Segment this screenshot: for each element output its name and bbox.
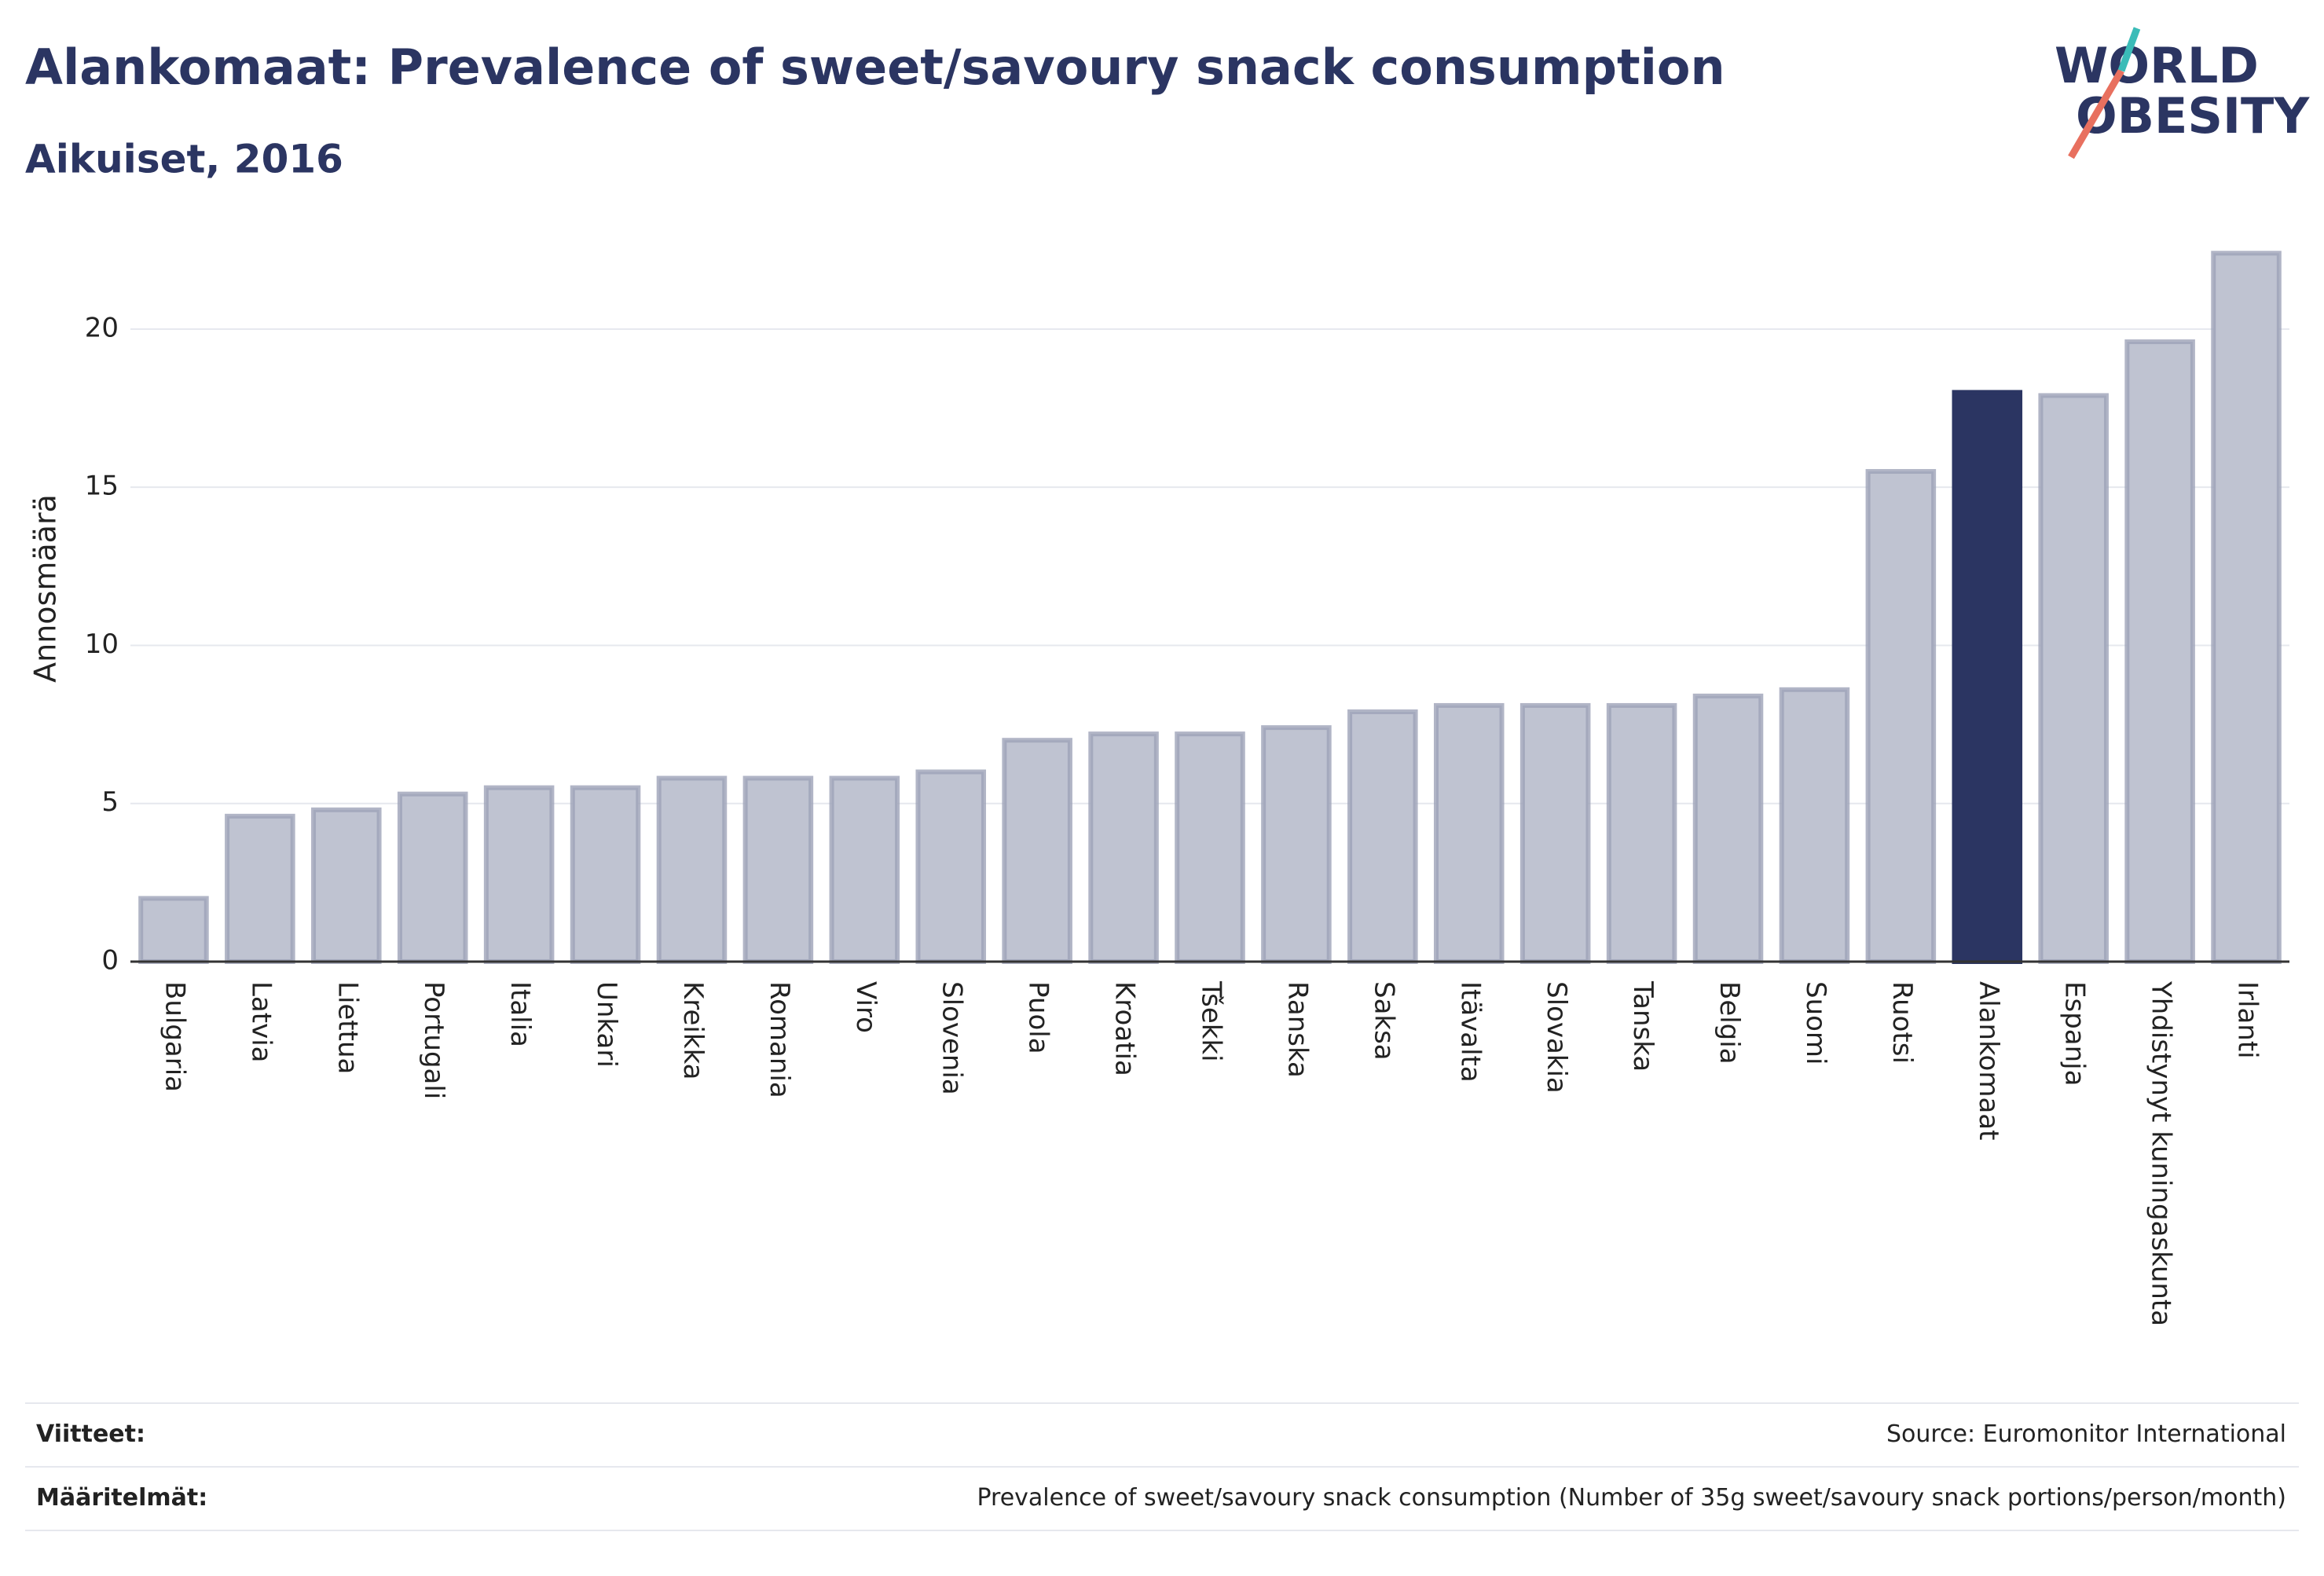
bar [1952,390,2023,965]
bar [829,775,900,965]
bar [915,769,987,964]
bar [397,791,468,964]
bar [656,775,728,965]
x-tick-label: Italia [504,981,536,1047]
footer-text: Source: Euromonitor International [1886,1420,2286,1448]
y-tick-label: 10 [85,629,119,660]
x-tick-label: Romania [764,981,795,1098]
logo-text: OBESITY [2076,87,2310,145]
bar [1519,702,1591,964]
y-tick-label: 0 [101,945,119,977]
bar [1606,702,1677,964]
bar [2038,393,2109,964]
bar [2211,251,2282,965]
bar [225,813,295,965]
x-tick-label: Unkari [591,981,622,1068]
x-tick-label: Yhdistynyt kuningaskunta [2146,980,2177,1326]
x-tick-label: Saksa [1368,981,1399,1061]
x-tick-label: Ruotsi [1886,981,1918,1064]
bar [1347,709,1418,964]
y-tick-label: 20 [85,312,119,343]
bar [1261,725,1332,965]
y-axis-label: Annosmäärä [28,494,63,683]
x-tick-label: Tanska [1627,980,1659,1072]
bar [1002,738,1072,964]
bar [1865,469,1937,964]
x-tick-label: Espanja [2059,981,2091,1086]
x-tick-label: Kreikka [677,981,709,1080]
x-tick-label: Portugali [418,981,449,1099]
x-tick-label: Bulgaria [159,981,190,1092]
logo-text: WORLD [2055,37,2259,94]
bar [138,896,209,965]
bar [1175,731,1245,964]
bar [1433,702,1505,964]
x-tick-label: Alankomaat [1973,981,2004,1141]
x-tick-label: Kroatia [1109,981,1141,1076]
x-tick-label: Itävalta [1454,981,1486,1083]
x-tick-label: Puola [1023,981,1054,1054]
bar [570,785,641,965]
bar [1779,687,1850,964]
x-tick-label: Suomi [1800,981,1831,1065]
bar [311,807,382,964]
bar [1088,731,1159,964]
x-tick-label: Irlanti [2232,981,2264,1059]
footer-text: Prevalence of sweet/savoury snack consum… [977,1484,2286,1512]
logo-slash [2068,68,2124,159]
bar [742,775,814,965]
x-tick-label: Tšekki [1196,980,1227,1062]
bar [2124,339,2195,965]
x-tick-label: Viro [850,981,882,1033]
x-tick-label: Ranska [1281,981,1313,1078]
footer-label: Viitteet: [36,1420,145,1448]
x-tick-label: Slovenia [937,981,968,1095]
logo-slash [2117,27,2141,72]
bar [1692,693,1764,965]
y-tick-label: 15 [85,471,119,502]
chart-subtitle: Aikuiset, 2016 [25,137,343,182]
x-tick-label: Slovakia [1541,981,1572,1094]
x-tick-label: Liettua [332,981,363,1074]
chart-title: Alankomaat: Prevalence of sweet/savoury … [25,38,1725,96]
x-tick-label: Latvia [245,981,277,1063]
y-tick-label: 5 [101,786,119,818]
footer-label: Määritelmät: [36,1484,207,1512]
bar [483,785,555,965]
x-tick-label: Belgia [1714,981,1745,1065]
